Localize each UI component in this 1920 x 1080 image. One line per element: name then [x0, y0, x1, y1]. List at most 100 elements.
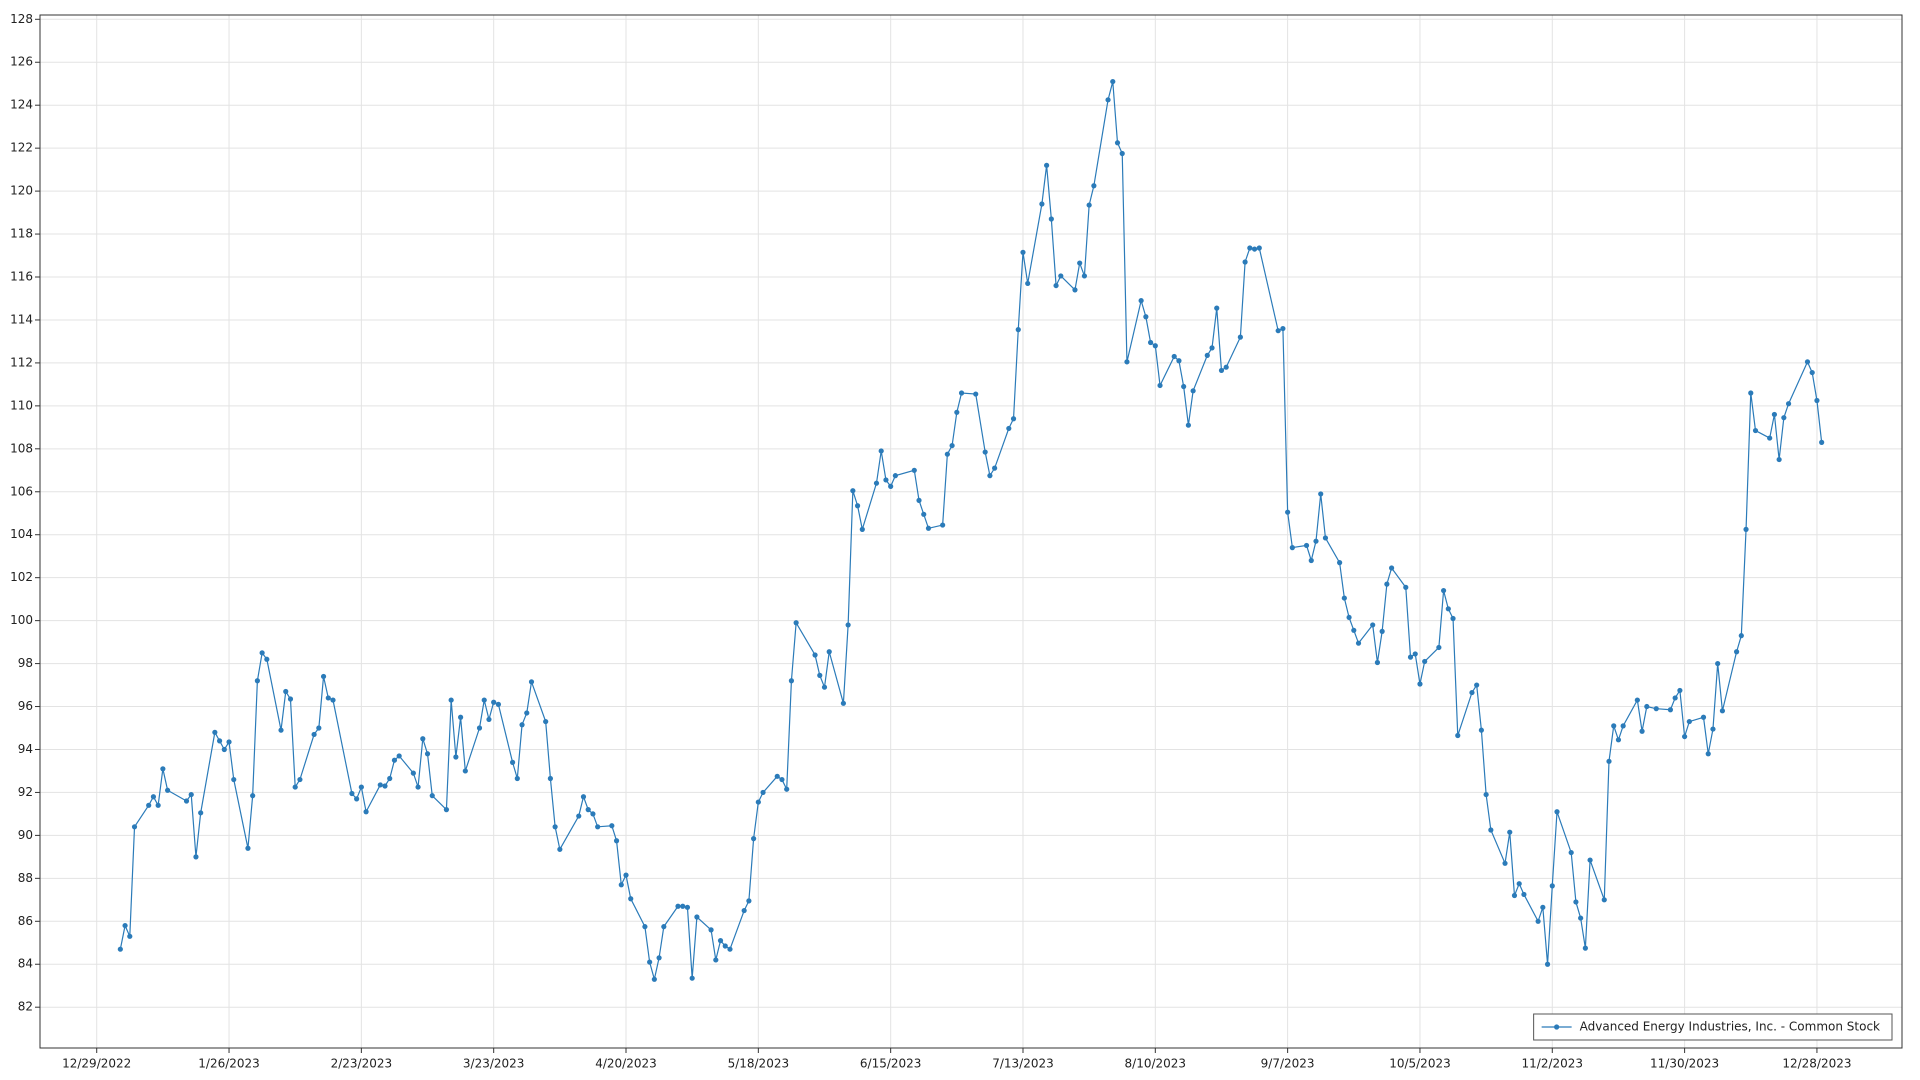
point: [689, 975, 695, 981]
point: [1114, 140, 1121, 146]
x-tick-label: 5/18/2023: [728, 1057, 790, 1071]
point: [642, 924, 648, 930]
point: [1346, 614, 1352, 621]
y-tick-label: 98: [18, 656, 33, 670]
y-tick-label: 92: [18, 785, 33, 799]
point: [1445, 606, 1451, 612]
point: [1634, 697, 1640, 703]
point: [1303, 542, 1310, 549]
point: [1251, 246, 1258, 252]
point: [850, 488, 856, 494]
point: [1469, 689, 1475, 696]
point: [1247, 245, 1253, 251]
point: [1516, 881, 1522, 887]
point: [1285, 509, 1291, 515]
point: [1176, 358, 1182, 364]
point: [1058, 273, 1064, 279]
point: [840, 700, 847, 706]
point: [1025, 280, 1031, 287]
point: [1639, 728, 1645, 734]
point: [1748, 390, 1754, 396]
point: [1549, 883, 1555, 889]
point: [1181, 383, 1187, 390]
point: [193, 854, 199, 860]
point: [878, 448, 884, 454]
point: [1223, 364, 1229, 370]
point: [1511, 892, 1518, 899]
point: [1781, 415, 1787, 421]
point: [713, 957, 719, 963]
point: [1488, 827, 1494, 833]
point: [708, 927, 714, 933]
y-tick-label: 112: [10, 355, 33, 369]
point: [1209, 345, 1215, 351]
point: [1389, 565, 1395, 571]
point: [779, 776, 785, 783]
point: [1667, 707, 1674, 713]
y-tick-label: 120: [10, 184, 33, 198]
x-tick-label: 3/23/2023: [463, 1057, 525, 1071]
point: [1620, 723, 1626, 729]
point: [519, 722, 525, 728]
point: [1540, 904, 1546, 910]
point: [1006, 425, 1012, 432]
point: [278, 727, 284, 733]
point: [1644, 703, 1650, 710]
point: [684, 904, 691, 910]
point: [1039, 201, 1045, 207]
x-tick-label: 8/10/2023: [1125, 1057, 1187, 1071]
point: [826, 649, 832, 655]
point: [1819, 439, 1825, 445]
x-tick-label: 12/29/2022: [62, 1057, 131, 1071]
point: [283, 688, 289, 695]
y-tick-label: 94: [18, 742, 33, 756]
point: [320, 673, 327, 680]
point: [1606, 758, 1612, 764]
point: [1455, 732, 1461, 739]
point: [1436, 644, 1442, 651]
point: [680, 903, 686, 909]
x-tick-label: 11/30/2023: [1650, 1057, 1719, 1071]
point: [656, 955, 662, 961]
plot-frame: [39, 14, 1903, 1049]
point: [1554, 809, 1560, 815]
point: [117, 946, 123, 952]
point: [183, 798, 190, 804]
point: [127, 933, 133, 939]
point: [250, 793, 256, 799]
point: [1483, 791, 1489, 798]
point: [845, 622, 851, 628]
point: [264, 656, 270, 662]
point: [391, 757, 398, 763]
point: [330, 697, 336, 703]
point: [1672, 695, 1678, 701]
point: [1715, 660, 1721, 667]
point: [1147, 339, 1154, 346]
point: [817, 672, 823, 678]
point: [590, 811, 596, 817]
point: [755, 799, 761, 805]
point: [940, 522, 946, 528]
point: [982, 449, 988, 455]
point: [1573, 899, 1579, 905]
point: [1374, 659, 1381, 666]
point: [443, 807, 450, 813]
point: [1474, 682, 1480, 688]
y-tick-label: 90: [18, 828, 33, 842]
point: [221, 746, 227, 753]
point: [1185, 422, 1191, 428]
y-tick-label: 122: [10, 141, 33, 155]
point: [557, 846, 563, 852]
point: [382, 783, 388, 789]
point: [1700, 714, 1707, 720]
point: [1407, 654, 1414, 660]
point: [1015, 327, 1021, 333]
point: [1355, 640, 1362, 646]
point: [784, 786, 790, 792]
point: [585, 807, 591, 813]
point: [363, 809, 369, 815]
point: [741, 907, 747, 914]
point: [760, 789, 766, 796]
y-tick-label: 106: [10, 484, 33, 498]
